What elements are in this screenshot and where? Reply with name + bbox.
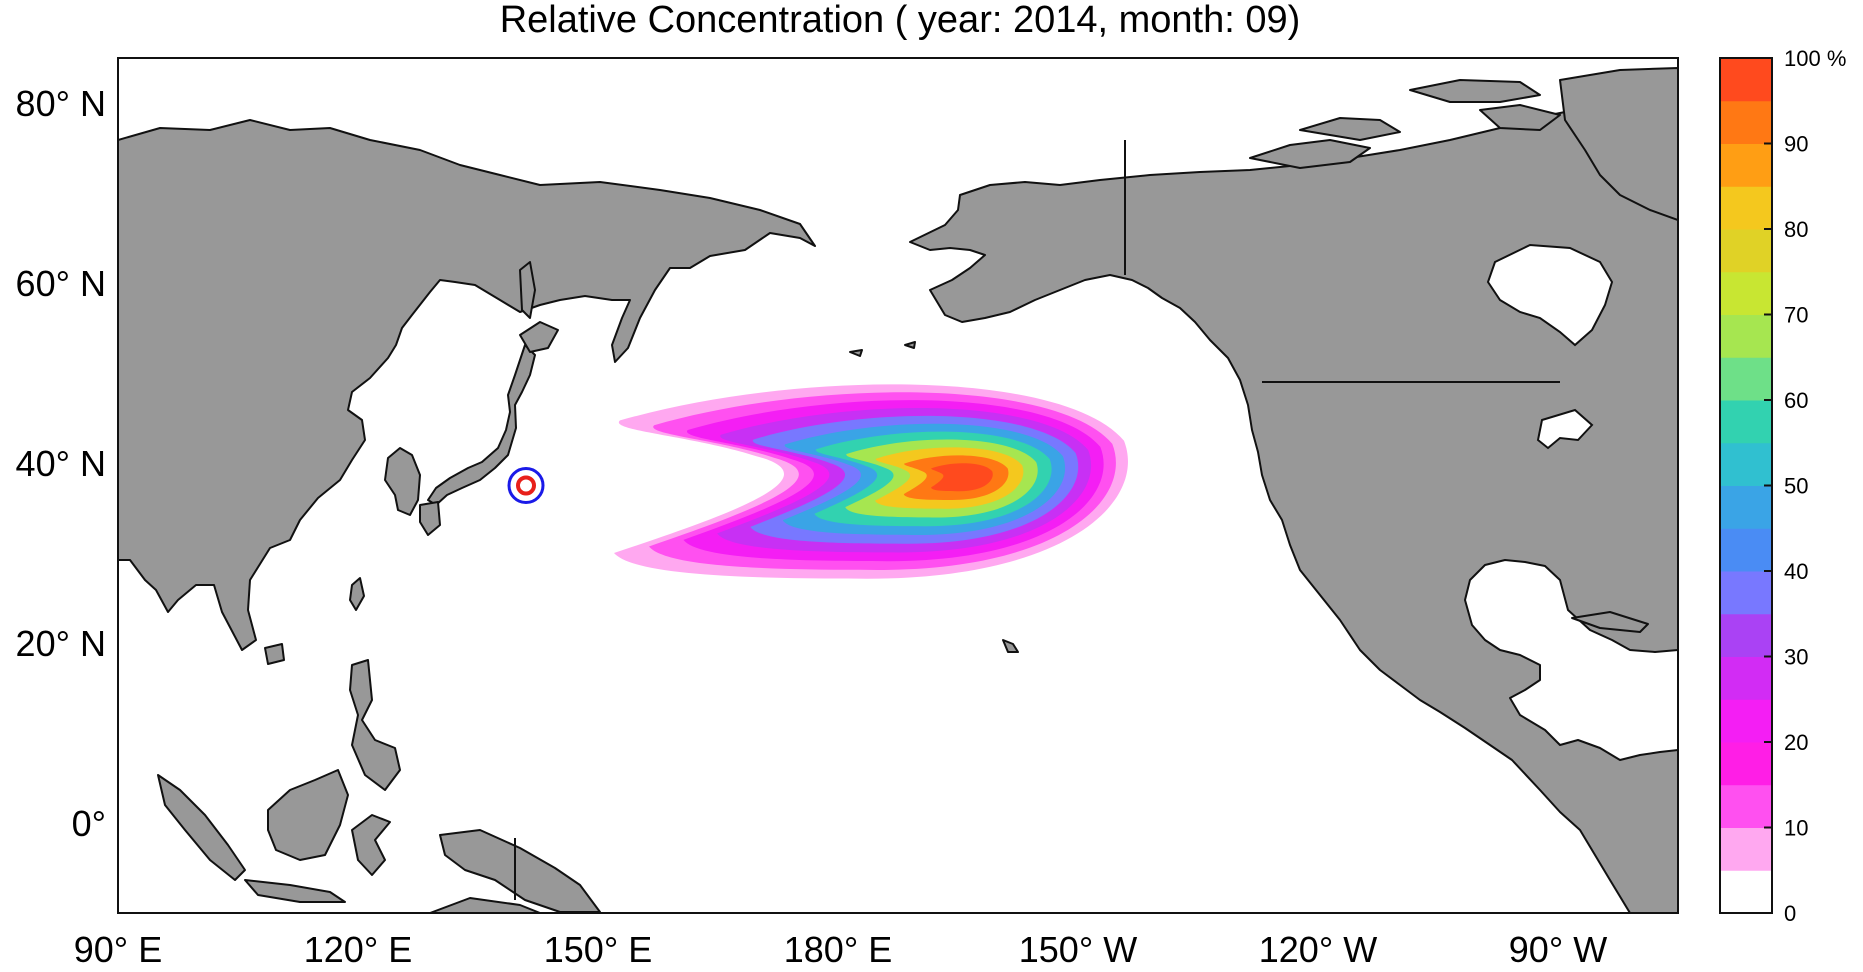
lat-tick-label: 60° N (16, 263, 106, 304)
lat-tick-label: 0° (72, 803, 106, 844)
colorbar-segment (1720, 58, 1772, 102)
lon-tick-label: 120° E (304, 929, 412, 970)
colorbar-tick-label: 50 (1784, 474, 1808, 499)
lon-tick-label: 120° W (1259, 929, 1377, 970)
colorbar-segment (1720, 442, 1772, 486)
colorbar-segment (1720, 186, 1772, 230)
aleutian-island (849, 349, 863, 357)
colorbar-segment (1720, 656, 1772, 700)
kyushu-landmass (419, 501, 441, 536)
colorbar-segment (1720, 271, 1772, 315)
hudson-bay (1486, 243, 1614, 347)
colorbar-segment (1720, 827, 1772, 871)
colorbar-tick-label: 20 (1784, 730, 1808, 755)
lon-tick-label: 90° E (74, 929, 162, 970)
colorbar-tick-label: 30 (1784, 645, 1808, 670)
plume-contour-100 (931, 463, 993, 492)
north-america-landmass (909, 99, 1678, 913)
concentration-plume (614, 384, 1128, 579)
arctic-island (1249, 139, 1371, 169)
colorbar-tick-label: 0 (1784, 901, 1796, 926)
us-canada-border (1124, 140, 1560, 383)
arctic-island (1409, 79, 1541, 103)
colorbar-segment (1720, 528, 1772, 572)
colorbar-segment (1720, 571, 1772, 615)
colorbar-segment (1720, 485, 1772, 529)
colorbar-segment (1720, 229, 1772, 273)
arctic-island (1299, 117, 1401, 141)
colorbar-tick-label: 60 (1784, 388, 1808, 413)
map-frame (117, 57, 1679, 914)
colorbar-segment (1720, 100, 1772, 144)
source-inner-ring (516, 475, 536, 496)
great-lakes (1536, 408, 1594, 450)
map-area[interactable] (118, 58, 1678, 913)
lon-tick-label: 180° E (784, 929, 892, 970)
release-source-marker[interactable] (507, 467, 545, 504)
lon-tick-label: 150° W (1019, 929, 1137, 970)
colorbar-segment (1720, 357, 1772, 401)
philippines-landmass (349, 659, 401, 791)
taiwan-landmass (349, 577, 365, 611)
colorbar-tick-label: 70 (1784, 303, 1808, 328)
colorbar-tick-label: 10 (1784, 816, 1808, 841)
colorbar-segment (1720, 400, 1772, 444)
aleutian-island (904, 341, 916, 349)
colorbar-tick-label: 90 (1784, 132, 1808, 157)
borneo-landmass (267, 769, 349, 861)
lon-tick-label: 90° W (1509, 929, 1607, 970)
colorbar-segment (1720, 699, 1772, 743)
colorbar-segment (1720, 784, 1772, 828)
hainan-landmass (264, 643, 285, 665)
map-axis-labels: 90° E 120° E 150° E 180° E 150° W 120° W 90° W… (16, 83, 1608, 970)
greenland-landmass (1559, 67, 1678, 221)
hawaii-landmass (1002, 639, 1019, 653)
sakhalin-landmass (519, 261, 536, 319)
colorbar-segment (1720, 314, 1772, 358)
sumatra-landmass (157, 774, 246, 881)
sulawesi-landmass (351, 814, 391, 876)
lat-tick-label: 40° N (16, 443, 106, 484)
arctic-island (1479, 104, 1561, 131)
lat-tick-label: 80° N (16, 83, 106, 124)
colorbar: 0 10 20 30 40 50 60 70 80 90 100 % (1719, 46, 1846, 926)
lon-tick-label: 150° E (544, 929, 652, 970)
source-outer-ring (507, 467, 545, 504)
eurasia-landmass (118, 119, 816, 651)
chart-title: Relative Concentration ( year: 2014, mon… (500, 0, 1301, 41)
colorbar-tick-label: 40 (1784, 559, 1808, 584)
colorbar-tick-label: 80 (1784, 217, 1808, 242)
colorbar-segment (1720, 870, 1772, 914)
cuba-landmass (1571, 611, 1649, 633)
korea-landmass (384, 447, 421, 516)
australia-landmass (429, 897, 541, 913)
lat-tick-label: 20° N (16, 623, 106, 664)
colorbar-segment (1720, 613, 1772, 657)
colorbar-segment (1720, 143, 1772, 187)
hokkaido-landmass (519, 321, 559, 353)
colorbar-tick-label: 100 % (1784, 46, 1846, 71)
colorbar-segment (1720, 742, 1772, 786)
java-landmass (244, 879, 346, 903)
